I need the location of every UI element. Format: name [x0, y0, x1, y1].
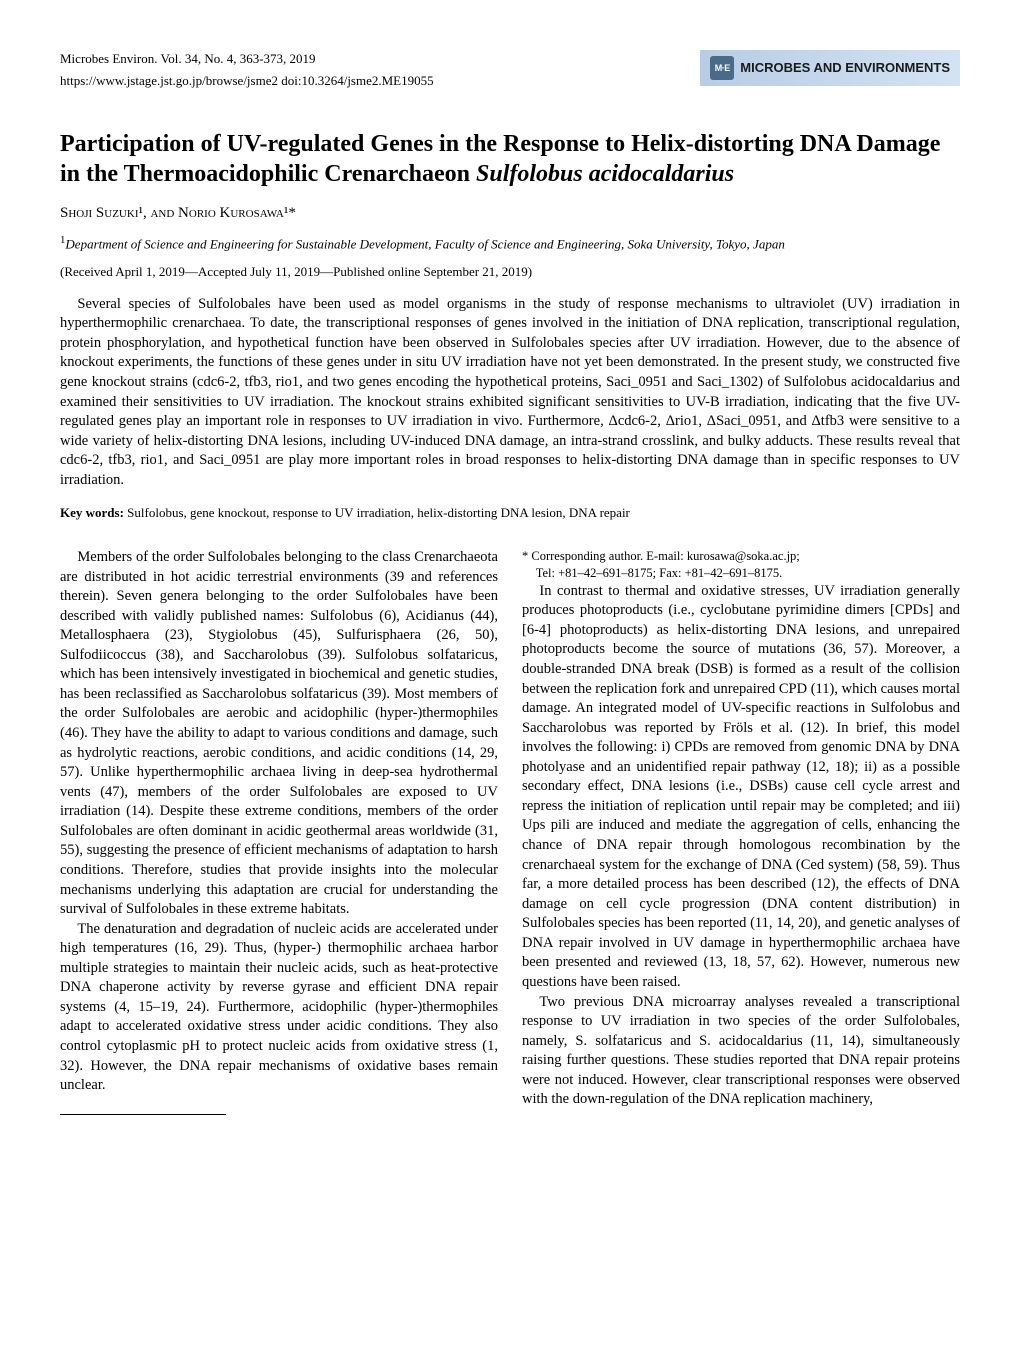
body-paragraph-2: The denaturation and degradation of nucl… — [60, 920, 498, 1096]
journal-badge: M·E MICROBES AND ENVIRONMENTS — [700, 50, 960, 86]
footnote-line-2: Tel: +81–42–691–8175; Fax: +81–42–691–81… — [522, 565, 960, 582]
author-list: Shoji Suzuki¹, and Norio Kurosawa¹* — [60, 203, 960, 223]
body-paragraph-3: In contrast to thermal and oxidative str… — [522, 582, 960, 993]
badge-icon: M·E — [710, 56, 734, 80]
publication-dates: (Received April 1, 2019—Accepted July 11… — [60, 263, 960, 281]
affiliation-text: Department of Science and Engineering fo… — [65, 237, 784, 252]
body-paragraph-4: Two previous DNA microarray analyses rev… — [522, 993, 960, 1110]
page-header: Microbes Environ. Vol. 34, No. 4, 363-37… — [60, 50, 960, 93]
body-columns: Members of the order Sulfolobales belong… — [60, 548, 960, 1115]
article-title: Participation of UV-regulated Genes in t… — [60, 129, 960, 189]
footnote-divider — [60, 1114, 226, 1115]
title-species: Sulfolobus acidocaldarius — [476, 161, 734, 187]
abstract: Several species of Sulfolobales have bee… — [60, 295, 960, 491]
header-meta-block: Microbes Environ. Vol. 34, No. 4, 363-37… — [60, 50, 434, 93]
journal-citation: Microbes Environ. Vol. 34, No. 4, 363-37… — [60, 50, 434, 68]
keywords-values: Sulfolobus, gene knockout, response to U… — [124, 505, 630, 520]
keywords-label: Key words: — [60, 505, 124, 520]
journal-url-doi: https://www.jstage.jst.go.jp/browse/jsme… — [60, 72, 434, 90]
affiliation: 1Department of Science and Engineering f… — [60, 233, 960, 253]
body-paragraph-1: Members of the order Sulfolobales belong… — [60, 548, 498, 920]
corresponding-author-footnote: * Corresponding author. E-mail: kurosawa… — [522, 548, 960, 582]
keywords-line: Key words: Sulfolobus, gene knockout, re… — [60, 504, 960, 522]
badge-text: MICROBES AND ENVIRONMENTS — [740, 59, 950, 77]
footnote-line-1: * Corresponding author. E-mail: kurosawa… — [522, 548, 960, 565]
